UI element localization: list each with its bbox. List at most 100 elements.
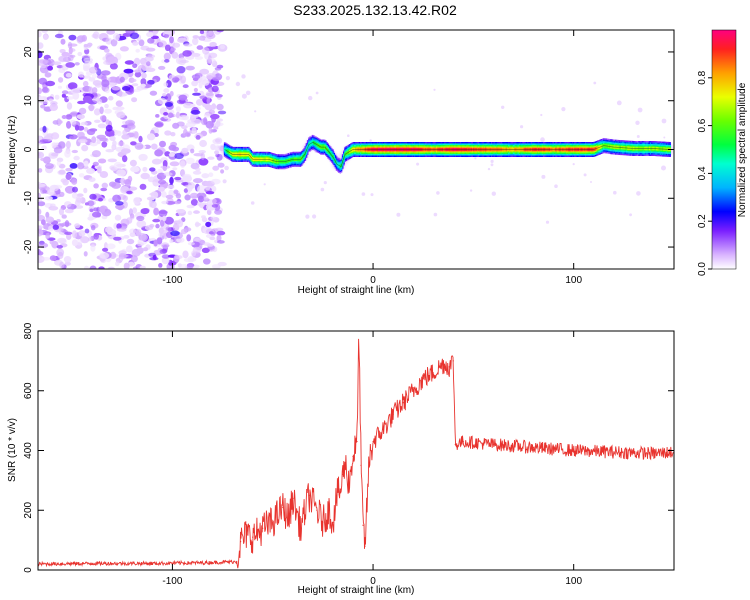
snr-data-point — [533, 446, 535, 449]
snr-data-point — [653, 452, 655, 455]
noise-blob — [66, 121, 72, 129]
noise-blob — [119, 76, 125, 83]
noise-blob — [168, 189, 175, 197]
noise-blob — [92, 161, 99, 167]
noise-blob — [174, 152, 184, 160]
noise-blob — [111, 86, 121, 91]
noise-blob — [76, 197, 82, 203]
noise-blob — [117, 141, 125, 147]
spectrogram-xlabel: Height of straight line (km) — [298, 285, 415, 296]
noise-blob — [187, 210, 193, 216]
noise-blob — [89, 193, 97, 200]
noise-blob — [163, 172, 173, 177]
noise-blob — [57, 237, 67, 244]
noise-blob — [70, 119, 77, 125]
snr-data-point — [422, 378, 424, 380]
snr-xlabel: Height of straight line (km) — [298, 585, 415, 596]
noise-blob — [71, 149, 79, 154]
noise-blob — [124, 60, 135, 65]
noise-blob — [209, 41, 217, 48]
noise-blob — [155, 114, 160, 118]
noise-blob — [102, 247, 109, 252]
noise-blob — [82, 80, 89, 87]
noise-blob — [105, 124, 113, 132]
noise-blob — [139, 183, 147, 190]
scatter-speck — [305, 214, 310, 219]
noise-blob — [182, 173, 192, 180]
noise-blob — [101, 141, 108, 148]
noise-blob — [180, 228, 188, 235]
noise-blob — [217, 162, 225, 168]
noise-blob — [198, 35, 207, 41]
noise-blob — [185, 131, 191, 138]
noise-blob — [146, 133, 156, 141]
noise-blob — [58, 141, 66, 149]
noise-blob — [149, 31, 154, 38]
noise-blob — [125, 119, 136, 126]
noise-blob — [107, 56, 117, 65]
snr-data-point — [492, 443, 494, 446]
noise-blob — [69, 163, 78, 169]
noise-blob — [167, 227, 172, 233]
noise-blob — [199, 139, 208, 148]
noise-blob — [216, 30, 224, 33]
snr-data-point — [292, 497, 294, 499]
noise-blob — [53, 184, 63, 189]
scatter-speck — [561, 107, 566, 112]
noise-blob — [105, 226, 113, 233]
snr-data-point — [412, 390, 414, 392]
noise-blob — [38, 225, 45, 229]
noise-blob — [38, 42, 44, 49]
noise-blob — [190, 52, 201, 57]
noise-blob — [211, 76, 221, 81]
noise-blob — [169, 90, 174, 97]
noise-blob — [214, 150, 220, 155]
scatter-speck — [520, 125, 524, 129]
noise-blob — [212, 165, 220, 171]
noise-blob — [151, 143, 158, 150]
noise-blob — [206, 32, 216, 40]
noise-blob — [60, 38, 66, 45]
noise-blob — [54, 33, 64, 39]
noise-blob — [164, 102, 173, 107]
noise-blob — [65, 173, 72, 180]
scatter-speck — [661, 165, 666, 171]
colorbar-ticks: 0.0 0.2 0.4 0.6 0.8 — [697, 70, 712, 276]
noise-blob — [192, 77, 199, 82]
noise-blob — [92, 96, 101, 103]
noise-blob — [203, 196, 209, 200]
scatter-speck — [554, 184, 558, 188]
scatter-speck — [540, 113, 543, 117]
noise-blob — [163, 82, 169, 87]
noise-blob — [72, 230, 77, 239]
noise-blob — [175, 106, 181, 112]
noise-blob — [195, 167, 201, 172]
noise-blob — [58, 55, 69, 62]
noise-blob — [83, 126, 89, 132]
snr-data-point — [392, 414, 394, 416]
noise-blob — [40, 157, 50, 162]
noise-blob — [184, 194, 191, 201]
colorbar-label: Normalized spectral amplitude — [737, 82, 748, 217]
noise-blob — [159, 219, 165, 227]
noise-blob — [211, 85, 219, 93]
noise-blob — [113, 33, 120, 41]
noise-blob — [203, 117, 208, 125]
noise-blob — [216, 234, 222, 242]
noise-blob — [38, 87, 43, 95]
noise-blob — [105, 119, 110, 125]
snr-data-point — [240, 541, 242, 543]
noise-blob — [100, 70, 111, 76]
noise-blob — [118, 35, 127, 41]
noise-blob — [130, 166, 140, 173]
noise-blob — [62, 179, 69, 186]
snr-data-point — [151, 562, 153, 565]
scatter-speck — [474, 157, 477, 160]
noise-blob — [164, 59, 170, 63]
noise-blob — [182, 250, 189, 259]
noise-blob — [41, 257, 51, 261]
snr-data-point — [272, 521, 274, 523]
noise-blob — [178, 115, 187, 121]
noise-blob — [77, 162, 85, 170]
noise-blob — [86, 128, 96, 136]
